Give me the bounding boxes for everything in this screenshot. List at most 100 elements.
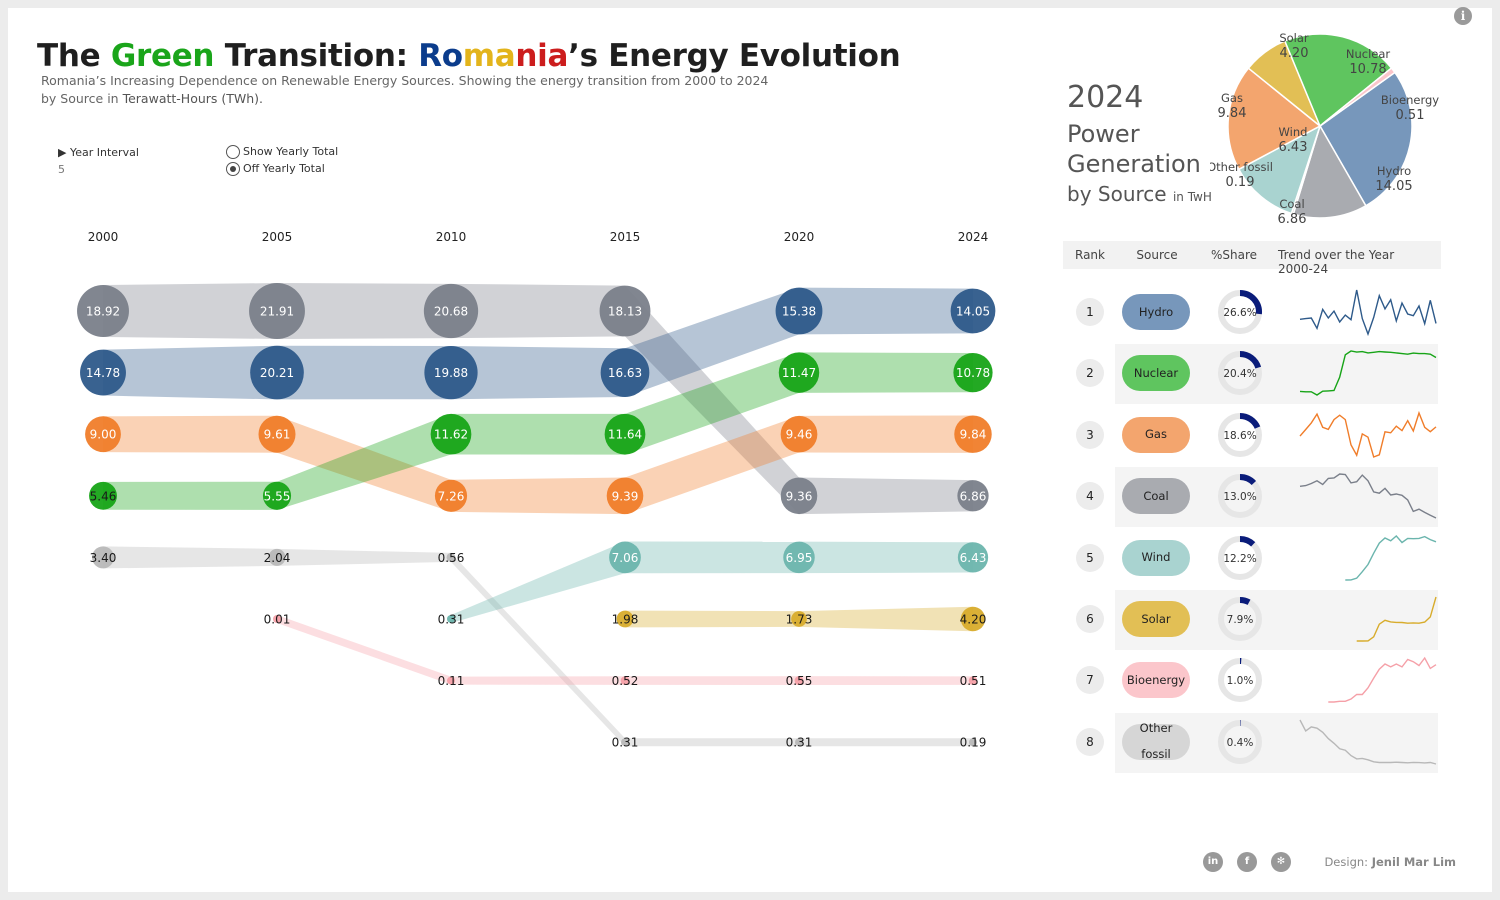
bump-point[interactable] (783, 541, 815, 574)
bump-band-nuclear (625, 352, 799, 455)
bump-band-coal (799, 477, 973, 515)
bump-point[interactable] (616, 610, 634, 628)
tableau-icon[interactable]: ✻ (1271, 852, 1291, 872)
bump-band-wind (625, 541, 799, 574)
bump-band-gas (103, 415, 277, 453)
bump-point[interactable] (91, 546, 115, 569)
pie-title-year: 2024 (1067, 80, 1144, 115)
bump-point[interactable] (258, 415, 296, 453)
bump-point[interactable] (604, 413, 646, 455)
bump-point[interactable] (950, 288, 996, 334)
bump-point[interactable] (446, 552, 456, 562)
pie-slice-value: 10.78 (1349, 62, 1386, 77)
bump-point[interactable] (620, 676, 630, 685)
bump-point[interactable] (249, 283, 305, 339)
trend-sparkline (1299, 350, 1437, 397)
sparkline-path (1299, 350, 1437, 397)
bump-point[interactable] (599, 285, 651, 337)
bump-point[interactable] (80, 349, 126, 396)
bump-point[interactable] (85, 416, 121, 453)
rank-badge: 8 (1076, 727, 1104, 756)
bump-point[interactable] (606, 477, 644, 515)
bump-point[interactable] (795, 738, 803, 747)
bump-point[interactable] (262, 481, 292, 510)
header-trend: Trend over the Year 2000-24 (1278, 248, 1395, 276)
year-interval-value[interactable]: 5 (58, 163, 65, 176)
bump-point[interactable] (957, 542, 989, 573)
bump-point[interactable] (268, 548, 286, 566)
source-pill[interactable]: Wind (1122, 539, 1190, 576)
source-pill[interactable]: Solar (1122, 601, 1190, 637)
share-value: 1.0% (1227, 675, 1254, 687)
bump-value-label: 7.26 (438, 489, 465, 503)
bump-point[interactable] (600, 348, 650, 397)
donut-fill (1239, 412, 1261, 429)
bump-point[interactable] (430, 413, 472, 455)
pie-slice-gas[interactable] (1227, 67, 1322, 171)
bump-point[interactable] (273, 615, 281, 623)
show-yearly-total-radio[interactable]: Show Yearly Total (226, 145, 338, 159)
bump-point[interactable] (77, 285, 129, 337)
bump-point[interactable] (250, 345, 304, 400)
pie-slice-label: Gas (1221, 91, 1243, 105)
page-title: The Green Transition: Romania’s Energy E… (37, 38, 901, 74)
info-icon[interactable]: i (1454, 7, 1472, 25)
pie-title-line2: Generation (1067, 150, 1201, 178)
source-pill[interactable]: Other fossil (1122, 722, 1190, 761)
pie-slice-hydro[interactable] (1319, 71, 1413, 207)
bump-value-label: 9.84 (960, 428, 987, 442)
bump-point[interactable] (778, 352, 820, 393)
title-part: Green (110, 38, 215, 74)
trend-sparkline (1328, 657, 1437, 704)
facebook-icon[interactable]: f (1237, 852, 1257, 872)
source-pill[interactable]: Hydro (1122, 294, 1190, 330)
bump-point[interactable] (621, 738, 629, 747)
bump-point[interactable] (957, 480, 989, 512)
bump-band-wind (451, 541, 625, 623)
bump-point[interactable] (780, 477, 818, 515)
pie-title-unit: in TwH (1172, 190, 1212, 204)
rank-badge: 5 (1076, 543, 1104, 572)
bump-point[interactable] (434, 479, 468, 512)
bump-point[interactable] (609, 541, 641, 574)
share-value: 0.4% (1227, 737, 1254, 749)
bump-point[interactable] (780, 415, 818, 453)
bump-point[interactable] (447, 615, 455, 623)
pie-slice-wind[interactable] (1237, 124, 1322, 215)
credit-label: Design: (1324, 855, 1369, 869)
off-yearly-total-radio[interactable]: Off Yearly Total (226, 162, 325, 176)
bump-band-other-fossil (103, 546, 277, 569)
bump-point[interactable] (447, 676, 455, 685)
pie-slice-bioenergy[interactable] (1319, 66, 1396, 127)
pie-slice-value: 0.51 (1396, 108, 1425, 123)
bump-point[interactable] (969, 738, 977, 747)
bump-point[interactable] (960, 606, 986, 632)
bump-point[interactable] (89, 481, 117, 510)
year-interval-control[interactable]: ▶ Year Interval (58, 146, 139, 159)
year-interval-label: Year Interval (69, 146, 139, 159)
source-pill[interactable]: Gas (1122, 416, 1190, 453)
source-pill[interactable]: Nuclear (1122, 355, 1190, 392)
pie-slice-nuclear[interactable] (1283, 33, 1393, 128)
bump-point[interactable] (424, 345, 478, 400)
bump-point[interactable] (791, 611, 807, 627)
bump-value-label: 16.63 (608, 366, 642, 380)
year-label: 2015 (609, 230, 641, 244)
pie-slice-coal[interactable] (1292, 124, 1367, 219)
bump-chart: 18.92 21.91 20.68 18.13 9.36 6.86 14.78 20.21 19… (77, 283, 996, 750)
bump-point[interactable] (423, 283, 479, 339)
bump-point[interactable] (953, 353, 993, 393)
off-yearly-total-label: Off Yearly Total (243, 162, 325, 175)
bump-point[interactable] (775, 287, 823, 335)
linkedin-icon[interactable]: in (1203, 852, 1223, 872)
bump-bands (103, 283, 973, 747)
bump-point[interactable] (794, 676, 804, 686)
bump-point[interactable] (968, 676, 978, 685)
bump-band-bioenergy (451, 676, 625, 685)
source-pill[interactable]: Bioenergy (1122, 662, 1190, 699)
bump-band-other-fossil (451, 552, 625, 747)
source-pill[interactable]: Coal (1122, 478, 1190, 515)
bump-band-coal (277, 283, 451, 339)
bump-point[interactable] (954, 415, 992, 453)
bump-value-label: 9.61 (264, 428, 291, 442)
